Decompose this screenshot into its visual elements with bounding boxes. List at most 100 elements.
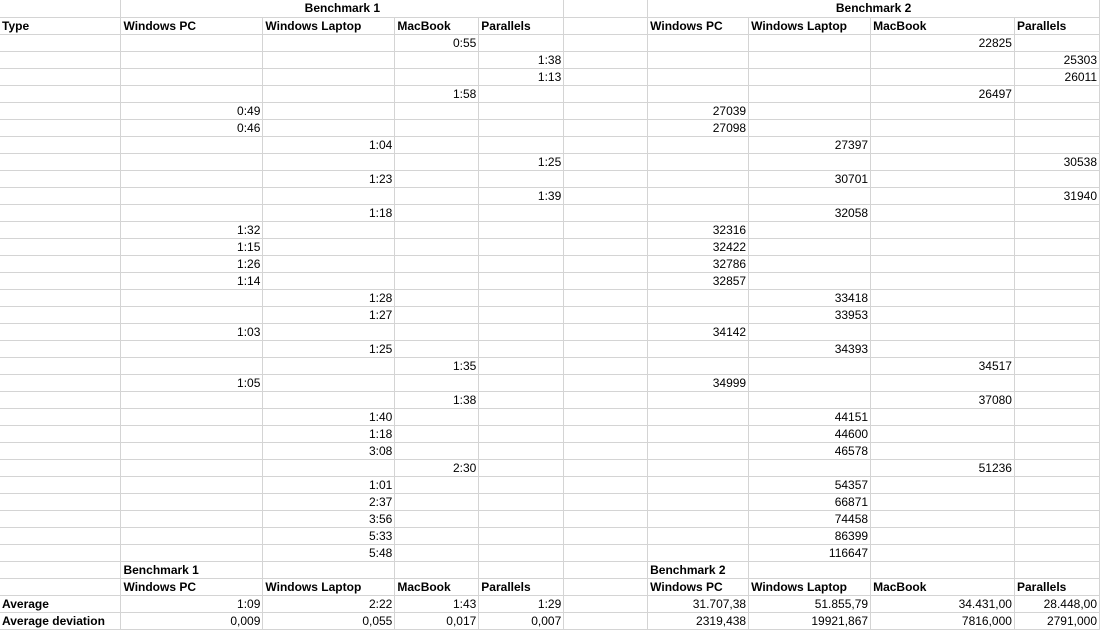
sheet-cell[interactable]	[394, 204, 480, 222]
sheet-cell[interactable]	[1014, 119, 1100, 137]
sheet-cell[interactable]	[1014, 527, 1100, 545]
sheet-cell[interactable]	[748, 221, 872, 239]
sheet-cell[interactable]	[1014, 476, 1100, 494]
sheet-cell[interactable]: 22825	[870, 34, 1015, 52]
sheet-cell[interactable]	[1014, 425, 1100, 443]
sheet-cell[interactable]	[647, 425, 750, 443]
sheet-cell[interactable]	[870, 527, 1015, 545]
sheet-cell[interactable]	[647, 340, 750, 358]
sheet-cell[interactable]	[394, 255, 480, 273]
sheet-cell[interactable]	[563, 68, 649, 86]
sheet-cell[interactable]: 34.431,00	[870, 595, 1015, 613]
sheet-cell[interactable]: 1:03	[120, 323, 264, 341]
sheet-cell[interactable]	[563, 391, 649, 409]
sheet-cell[interactable]	[748, 187, 872, 205]
sheet-cell[interactable]	[870, 493, 1015, 511]
sheet-cell[interactable]	[0, 442, 122, 460]
sheet-cell[interactable]: 2:30	[394, 459, 480, 477]
sheet-cell[interactable]: 0,055	[262, 612, 396, 630]
sheet-cell[interactable]	[394, 442, 480, 460]
sheet-cell[interactable]	[870, 136, 1015, 154]
sheet-cell[interactable]	[394, 136, 480, 154]
sheet-cell[interactable]	[563, 238, 649, 256]
sheet-cell[interactable]: Windows PC	[120, 578, 264, 596]
sheet-cell[interactable]: 0,017	[394, 612, 480, 630]
sheet-cell[interactable]: Average deviation	[0, 612, 122, 630]
sheet-cell[interactable]	[0, 374, 122, 392]
sheet-cell[interactable]: 66871	[748, 493, 872, 511]
sheet-cell[interactable]	[647, 442, 750, 460]
sheet-cell[interactable]	[478, 493, 565, 511]
sheet-cell[interactable]	[394, 119, 480, 137]
sheet-cell[interactable]: 1:32	[120, 221, 264, 239]
sheet-cell[interactable]	[1014, 357, 1100, 375]
sheet-cell[interactable]: 32422	[647, 238, 750, 256]
sheet-cell[interactable]	[563, 170, 649, 188]
sheet-cell[interactable]: Windows PC	[120, 17, 264, 35]
sheet-cell[interactable]: 0:46	[120, 119, 264, 137]
sheet-cell[interactable]: 51.855,79	[748, 595, 872, 613]
sheet-cell[interactable]	[563, 272, 649, 290]
sheet-cell[interactable]	[870, 187, 1015, 205]
sheet-cell[interactable]: 30538	[1014, 153, 1100, 171]
sheet-cell[interactable]	[120, 476, 264, 494]
sheet-cell[interactable]: 26497	[870, 85, 1015, 103]
sheet-cell[interactable]	[1014, 102, 1100, 120]
sheet-cell[interactable]: 5:33	[262, 527, 396, 545]
sheet-cell[interactable]: 27039	[647, 102, 750, 120]
sheet-cell[interactable]	[0, 34, 122, 52]
sheet-cell[interactable]: Benchmark 2	[647, 0, 1100, 18]
sheet-cell[interactable]	[0, 476, 122, 494]
sheet-cell[interactable]	[0, 561, 122, 579]
sheet-cell[interactable]	[394, 493, 480, 511]
sheet-cell[interactable]	[0, 527, 122, 545]
sheet-cell[interactable]: 31940	[1014, 187, 1100, 205]
sheet-cell[interactable]: 0:49	[120, 102, 264, 120]
sheet-cell[interactable]	[262, 561, 396, 579]
sheet-cell[interactable]	[478, 85, 565, 103]
sheet-cell[interactable]	[647, 391, 750, 409]
sheet-cell[interactable]	[478, 204, 565, 222]
sheet-cell[interactable]	[1014, 255, 1100, 273]
sheet-cell[interactable]	[563, 561, 649, 579]
sheet-cell[interactable]: 44151	[748, 408, 872, 426]
sheet-cell[interactable]: 32786	[647, 255, 750, 273]
sheet-cell[interactable]	[563, 204, 649, 222]
sheet-cell[interactable]	[262, 357, 396, 375]
sheet-cell[interactable]	[262, 323, 396, 341]
sheet-cell[interactable]	[1014, 170, 1100, 188]
sheet-cell[interactable]: MacBook	[394, 578, 480, 596]
sheet-cell[interactable]	[1014, 272, 1100, 290]
sheet-cell[interactable]	[478, 289, 565, 307]
sheet-cell[interactable]	[478, 323, 565, 341]
sheet-cell[interactable]	[1014, 289, 1100, 307]
sheet-cell[interactable]: 28.448,00	[1014, 595, 1100, 613]
sheet-cell[interactable]	[262, 119, 396, 137]
sheet-cell[interactable]	[394, 170, 480, 188]
sheet-cell[interactable]	[563, 425, 649, 443]
sheet-cell[interactable]	[870, 374, 1015, 392]
sheet-cell[interactable]	[647, 51, 750, 69]
sheet-cell[interactable]	[394, 374, 480, 392]
sheet-cell[interactable]	[748, 272, 872, 290]
sheet-cell[interactable]	[870, 153, 1015, 171]
sheet-cell[interactable]	[478, 136, 565, 154]
sheet-cell[interactable]	[0, 306, 122, 324]
sheet-cell[interactable]	[394, 561, 480, 579]
sheet-cell[interactable]	[394, 272, 480, 290]
sheet-cell[interactable]: Windows Laptop	[748, 578, 872, 596]
sheet-cell[interactable]: 1:14	[120, 272, 264, 290]
sheet-cell[interactable]	[870, 510, 1015, 528]
sheet-cell[interactable]: 54357	[748, 476, 872, 494]
sheet-cell[interactable]	[1014, 204, 1100, 222]
sheet-cell[interactable]	[1014, 374, 1100, 392]
sheet-cell[interactable]: 2:37	[262, 493, 396, 511]
sheet-cell[interactable]	[120, 68, 264, 86]
sheet-cell[interactable]: 1:38	[394, 391, 480, 409]
sheet-cell[interactable]: 86399	[748, 527, 872, 545]
sheet-cell[interactable]	[748, 357, 872, 375]
sheet-cell[interactable]	[647, 544, 750, 562]
sheet-cell[interactable]	[394, 476, 480, 494]
sheet-cell[interactable]	[647, 170, 750, 188]
sheet-cell[interactable]: 1:43	[394, 595, 480, 613]
